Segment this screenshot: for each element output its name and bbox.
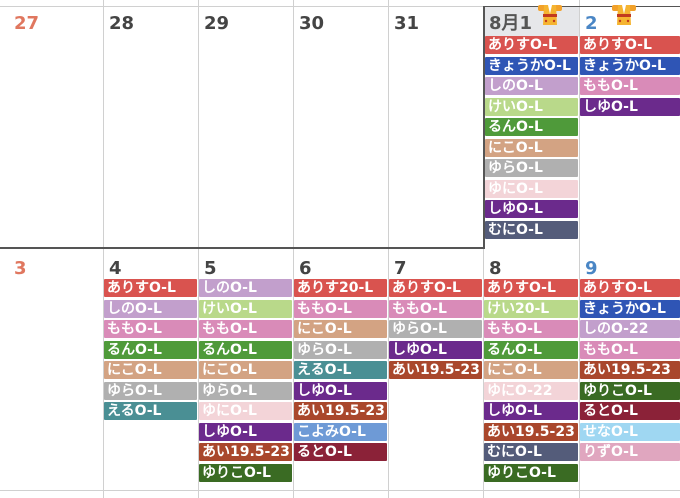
- calendar-event[interactable]: にこO-L: [199, 361, 292, 379]
- calendar-event[interactable]: けいO-L: [199, 299, 292, 318]
- calendar-event[interactable]: ももO-L: [104, 320, 197, 338]
- calendar-event[interactable]: ももO-L: [389, 299, 482, 318]
- calendar-event[interactable]: にこO-L: [104, 361, 197, 379]
- day-number-9[interactable]: 9: [585, 258, 598, 279]
- calendar-event[interactable]: きょうかO-L: [580, 56, 680, 75]
- calendar-event[interactable]: ありすO-L: [389, 279, 482, 297]
- calendar-event[interactable]: あい19.5-23: [484, 422, 578, 441]
- calendar-event[interactable]: るんO-L: [104, 340, 197, 359]
- today-highlight: [483, 7, 579, 37]
- calendar-event[interactable]: ゆりこO-L: [484, 463, 578, 482]
- day-number-29[interactable]: 29: [204, 13, 230, 34]
- calendar-event[interactable]: しのO-22: [580, 320, 680, 338]
- calendar-event[interactable]: ありすO-L: [580, 36, 680, 54]
- calendar-event[interactable]: あい19.5-23: [389, 361, 482, 379]
- day-number-5[interactable]: 5: [204, 258, 217, 279]
- kimono-icon: [538, 5, 562, 25]
- calendar-event[interactable]: むにO-L: [484, 443, 578, 461]
- calendar-event[interactable]: ゆりこO-L: [199, 463, 292, 482]
- day-number-27[interactable]: 27: [14, 13, 40, 34]
- calendar-event[interactable]: ゆらO-L: [389, 320, 482, 338]
- calendar-event[interactable]: しゆO-L: [580, 97, 680, 116]
- calendar-event[interactable]: ゆにO-L: [485, 179, 578, 198]
- day-number-28[interactable]: 28: [109, 13, 135, 34]
- calendar-event[interactable]: あい19.5-23: [294, 402, 387, 420]
- calendar-event[interactable]: きょうかO-L: [580, 299, 680, 318]
- calendar-event[interactable]: しのO-L: [199, 279, 292, 297]
- day-number-3[interactable]: 3: [14, 258, 27, 279]
- calendar-event[interactable]: るんO-L: [485, 118, 578, 136]
- day-number-8[interactable]: 8: [489, 258, 502, 279]
- calendar-event[interactable]: ゆらO-L: [485, 159, 578, 177]
- day-number-2[interactable]: 2: [585, 13, 598, 34]
- calendar-event[interactable]: ももO-L: [484, 320, 578, 338]
- day-number-4[interactable]: 4: [109, 258, 122, 279]
- calendar-event[interactable]: るとO-L: [580, 402, 680, 420]
- day-number-6[interactable]: 6: [299, 258, 312, 279]
- calendar-event[interactable]: ゆにO-22: [484, 381, 578, 400]
- calendar-event[interactable]: しゆO-L: [484, 402, 578, 420]
- calendar-event[interactable]: にこO-L: [485, 138, 578, 157]
- calendar-event[interactable]: ありす20-L: [294, 279, 387, 297]
- calendar-event[interactable]: ももO-L: [294, 299, 387, 318]
- day-number-aug-1[interactable]: 8月1: [489, 13, 533, 34]
- calendar-event[interactable]: けい20-L: [484, 299, 578, 318]
- calendar-event[interactable]: ありすO-L: [484, 279, 578, 297]
- day-number-30[interactable]: 30: [299, 13, 325, 34]
- calendar-event[interactable]: けいO-L: [485, 97, 578, 116]
- calendar-event[interactable]: るとO-L: [294, 443, 387, 461]
- calendar-event[interactable]: えるO-L: [294, 361, 387, 379]
- calendar-event[interactable]: ゆにO-L: [199, 402, 292, 420]
- calendar-event[interactable]: きょうかO-L: [485, 56, 578, 75]
- calendar-event[interactable]: むにO-L: [485, 220, 578, 239]
- calendar-event[interactable]: にこO-L: [484, 361, 578, 379]
- calendar-event[interactable]: こよみO-L: [294, 422, 387, 441]
- day-number-7[interactable]: 7: [394, 258, 407, 279]
- calendar-event[interactable]: えるO-L: [104, 402, 197, 420]
- calendar-event[interactable]: しのO-L: [485, 77, 578, 95]
- calendar-event[interactable]: ゆらO-L: [294, 340, 387, 359]
- calendar-event[interactable]: ありすO-L: [104, 279, 197, 297]
- calendar-event[interactable]: ももO-L: [580, 340, 680, 359]
- kimono-icon: [612, 5, 636, 25]
- calendar-event[interactable]: ありすO-L: [580, 279, 680, 297]
- calendar-event[interactable]: るんO-L: [484, 340, 578, 359]
- calendar-event[interactable]: しゆO-L: [199, 422, 292, 441]
- calendar-event[interactable]: ももO-L: [199, 320, 292, 338]
- calendar-event[interactable]: ありすO-L: [485, 36, 578, 54]
- calendar-event[interactable]: ももO-L: [580, 77, 680, 95]
- day-number-31[interactable]: 31: [394, 13, 420, 34]
- month-boundary: [483, 6, 485, 249]
- calendar-event[interactable]: ゆりこO-L: [580, 381, 680, 400]
- calendar-event[interactable]: にこO-L: [294, 320, 387, 338]
- calendar-event[interactable]: しゆO-L: [485, 200, 578, 218]
- calendar-event[interactable]: ゆらO-L: [199, 381, 292, 400]
- calendar-event[interactable]: るんO-L: [199, 340, 292, 359]
- calendar-event[interactable]: しのO-L: [104, 299, 197, 318]
- calendar-event[interactable]: せなO-L: [580, 422, 680, 441]
- calendar-event[interactable]: ゆらO-L: [104, 381, 197, 400]
- calendar-event[interactable]: あい19.5-23: [580, 361, 680, 379]
- calendar-event[interactable]: しゆO-L: [389, 340, 482, 359]
- calendar-event[interactable]: しゆO-L: [294, 381, 387, 400]
- calendar-event[interactable]: あい19.5-23: [199, 443, 292, 461]
- calendar-event[interactable]: りずO-L: [580, 443, 680, 461]
